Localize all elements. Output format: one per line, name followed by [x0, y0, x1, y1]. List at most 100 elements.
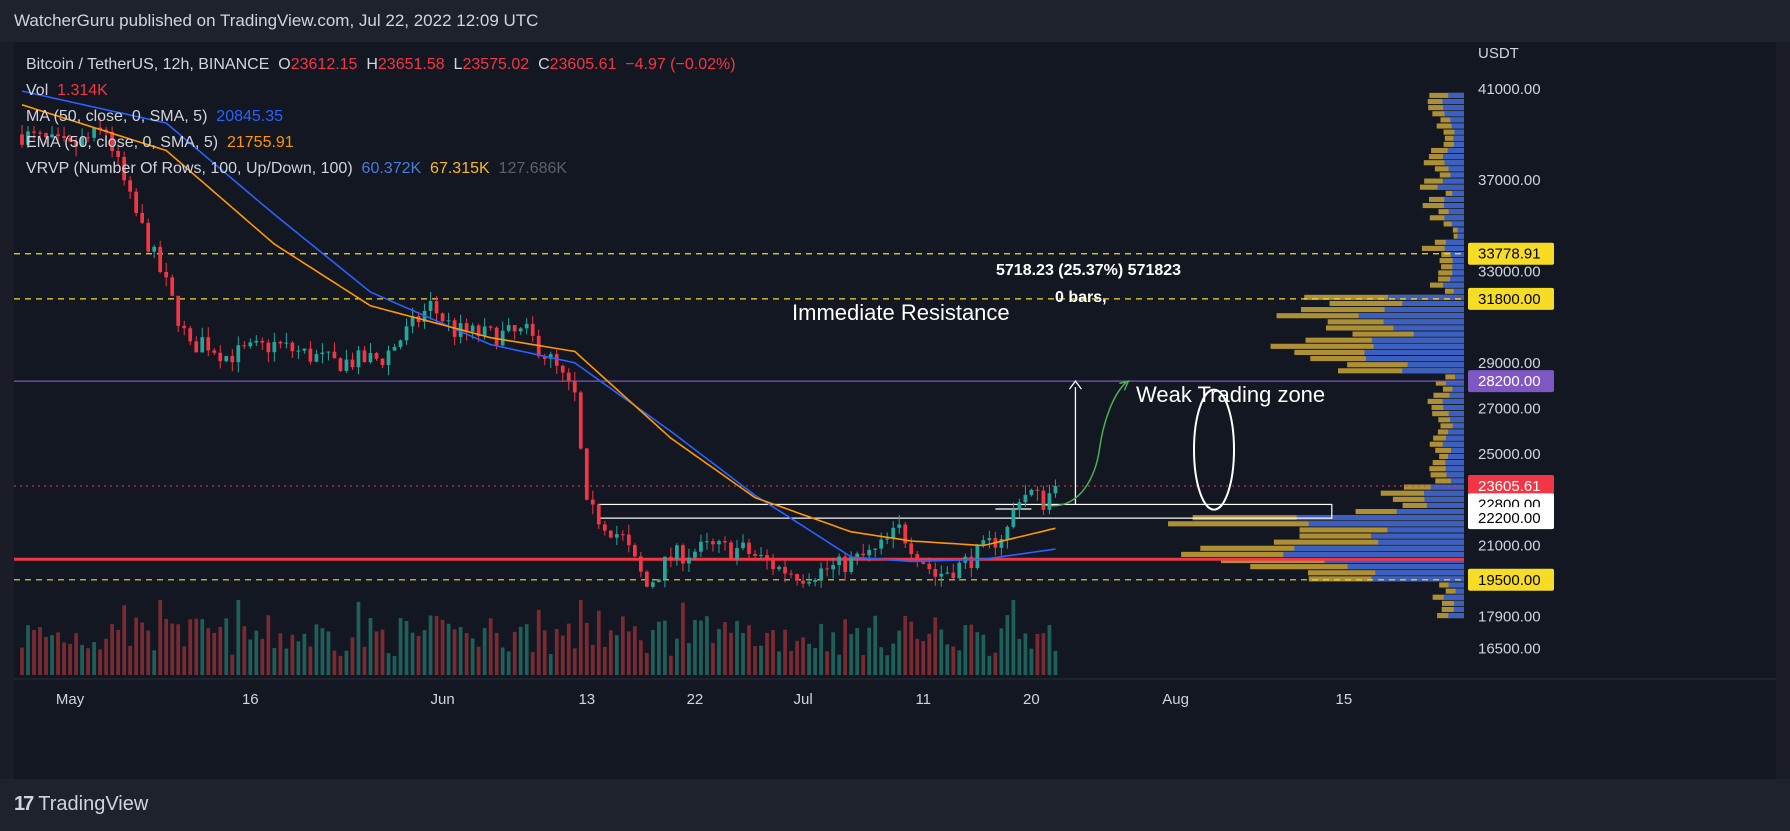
volume-bar: [909, 621, 914, 675]
volume-bar: [807, 643, 811, 675]
volume-bar: [74, 633, 78, 675]
volume-bar: [32, 630, 36, 675]
volume-bar: [945, 644, 950, 675]
candle-body: [608, 530, 613, 538]
candle-body: [482, 326, 487, 337]
vrvp-total-value: 127.686K: [498, 160, 568, 177]
volume-bar: [242, 626, 247, 675]
candle-body: [194, 341, 199, 353]
y-tick-label: 41000.00: [1478, 81, 1541, 98]
candle-body: [885, 538, 890, 540]
vp-row-up: [1450, 478, 1464, 484]
candle-body: [134, 191, 139, 214]
vp-row-down: [1435, 478, 1464, 484]
vp-row-up: [1430, 484, 1464, 490]
volume-bar: [38, 627, 42, 675]
volume-bar: [747, 625, 751, 675]
candle-body: [777, 566, 781, 570]
vrvp-down-value: 67.315K: [430, 160, 490, 177]
candle-body: [236, 345, 241, 363]
candle-body: [675, 545, 679, 559]
price-chart[interactable]: USDT 41000.00 37000.00 33000.00 29000.00 2700…: [14, 42, 1776, 779]
vp-row-up: [1443, 282, 1464, 288]
projection-arrow-head: [1119, 380, 1130, 391]
candle-body: [861, 553, 866, 556]
volume-bar: [1017, 638, 1022, 675]
time-axis[interactable]: May 16 Jun 13 22 Jul 11 20 Aug 15: [14, 678, 1776, 708]
vp-row-up: [1384, 307, 1464, 313]
vp-row-up: [1455, 374, 1464, 380]
candle-body: [554, 354, 559, 366]
vp-row-down: [1299, 527, 1464, 533]
vp-row-up: [1402, 300, 1464, 307]
candle-body: [344, 359, 349, 371]
candle-body: [272, 341, 277, 353]
weak-zone-ellipse: [1193, 388, 1235, 511]
volume-bar: [951, 646, 956, 675]
volume-bar: [464, 633, 469, 675]
candle-body: [158, 246, 163, 273]
volume-bar: [68, 643, 72, 675]
candle-body: [699, 541, 703, 552]
candle-body: [1023, 494, 1028, 503]
vp-row-up: [1347, 564, 1464, 570]
volume-bar: [230, 654, 235, 675]
publish-text: WatcherGuru published on TradingView.com…: [14, 11, 539, 30]
candle-body: [308, 348, 313, 362]
chart-area[interactable]: USDT 41000.00 37000.00 33000.00 29000.00 2700…: [14, 42, 1776, 779]
volume-bar: [969, 624, 974, 675]
legend-vrvp-row[interactable]: VRVP (Number Of Rows, 100, Up/Down, 100)…: [26, 160, 568, 177]
volume-bar: [458, 626, 463, 675]
candle-body: [380, 358, 385, 366]
legend-volume-row[interactable]: Vol 1.314K: [26, 82, 108, 99]
vp-row-up: [1448, 582, 1464, 588]
vp-row-up: [1370, 533, 1464, 539]
volume-bar: [518, 626, 523, 675]
volume-bar: [560, 635, 565, 675]
volume-bar: [392, 655, 397, 675]
candle-body: [747, 542, 751, 554]
volume-bar: [632, 626, 637, 675]
tradingview-logo[interactable]: 17 TradingView: [14, 793, 148, 816]
volume-bar: [434, 616, 439, 675]
price-axis[interactable]: USDT 41000.00 37000.00 33000.00 29000.00 2700…: [1464, 42, 1776, 679]
volume-bar: [506, 651, 511, 675]
vp-row-down: [1438, 270, 1464, 276]
volume-bar: [681, 602, 685, 675]
symbol-name[interactable]: Bitcoin / TetherUS, 12h, BINANCE: [26, 56, 270, 73]
vp-row-down: [1435, 447, 1464, 453]
vp-row-down: [1445, 588, 1464, 594]
vp-row-up: [1448, 613, 1464, 619]
vp-row-up: [1375, 570, 1464, 576]
volume-bar: [398, 618, 403, 675]
volume-bar: [56, 632, 60, 675]
candle-body: [218, 352, 223, 362]
footer-bar: [0, 779, 1790, 831]
legend-ema-row[interactable]: EMA (50, close, 0, SMA, 5) 21755.91: [26, 134, 294, 151]
candle-body: [645, 571, 649, 587]
volume-bar: [224, 618, 229, 675]
vp-row-down: [1421, 245, 1464, 251]
candle-body: [68, 138, 72, 142]
candle-body: [38, 132, 42, 134]
vp-row-down: [1436, 123, 1464, 129]
legend-ma-row[interactable]: MA (50, close, 0, SMA, 5) 20845.35: [26, 108, 284, 125]
candle-body: [224, 356, 229, 362]
vp-row-up: [1450, 276, 1464, 282]
vp-row-up: [1443, 105, 1464, 111]
candle-body: [494, 327, 499, 346]
volume-bar: [1023, 633, 1028, 675]
candle-body: [440, 313, 445, 322]
vp-row-up: [1383, 319, 1464, 325]
volume-bar: [104, 638, 108, 675]
volume-bar: [380, 629, 385, 675]
volume-bar: [813, 648, 817, 675]
volume-bar: [795, 640, 799, 675]
volume-bar: [663, 620, 667, 675]
candle-body: [86, 137, 90, 139]
vp-row-up: [1423, 490, 1464, 496]
vp-row-down: [1423, 160, 1464, 166]
vp-row-down: [1431, 147, 1464, 154]
vp-row-up: [1453, 606, 1464, 613]
ma-line: [21, 90, 1056, 563]
